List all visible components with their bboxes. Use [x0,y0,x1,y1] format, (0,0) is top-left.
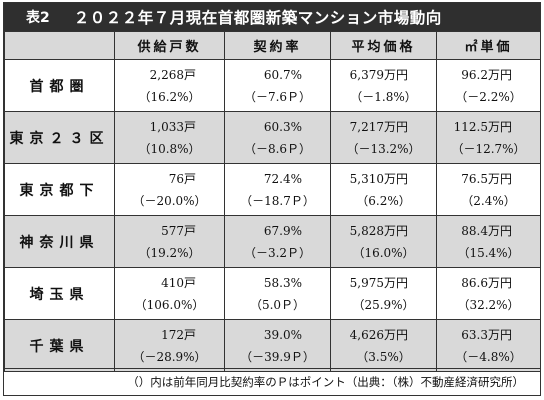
unit-price-value: 112.5万円 [453,119,512,134]
unit-price-change: （2.4%） [461,193,516,208]
supply-value: 172戸 [161,327,196,342]
header-unit-price: ㎡単価 [436,31,541,60]
unit-price-change: （－2.2%） [455,89,522,104]
rate-cell: 67.9% （－3.2Ｐ） [224,215,331,268]
unit-price-change: （－12.7%） [451,141,526,156]
price-cell: 7,217万円 （－13.2%） [330,111,437,164]
supply-change: （－20.0%） [132,193,207,208]
unit-price-value: 63.3万円 [461,327,512,342]
supply-change: （10.8%） [138,141,201,156]
price-cell: 5,828万円 （16.0%） [330,215,437,268]
header-average-price: 平均価格 [330,31,437,60]
supply-change: （19.2%） [138,245,201,260]
supply-value: 577戸 [161,223,196,238]
price-value: 7,217万円 [349,119,408,134]
price-cell: 6,379万円 （－1.8%） [330,59,437,112]
rate-change: （5.0Ｐ） [249,297,306,312]
unit-price-cell: 86.6万円 （32.2%） [436,267,541,320]
supply-cell: 577戸 （19.2%） [114,215,225,268]
unit-price-cell: 76.5万円 （2.4%） [436,163,541,216]
price-change: （3.5%） [356,349,411,364]
table-frame: 表2 ２０２２年７月現在首都圏新築マンション市場動向 供給戸数 契約率 平均価格… [3,2,541,396]
price-change: （25.9%） [352,297,415,312]
price-value: 5,310万円 [349,171,408,186]
unit-price-cell: 88.4万円 （15.4%） [436,215,541,268]
table-number: 表2 [26,10,50,26]
table-title: ２０２２年７月現在首都圏新築マンション市場動向 [73,9,442,27]
rate-change: （－39.9Ｐ） [240,349,315,364]
supply-value: 1,033戸 [149,119,196,134]
rate-cell: 72.4% （－18.7Ｐ） [224,163,331,216]
rate-value: 67.9% [263,223,302,238]
rate-value: 60.7% [263,67,302,82]
unit-price-change: （15.4%） [457,245,520,260]
rate-value: 60.3% [263,119,302,134]
price-value: 5,975万円 [349,275,408,290]
table-row: 首都圏 2,268戸 （16.2%） 60.7% （－7.6Ｐ） 6,379万円… [4,59,541,112]
table-footnote: （）内は前年同月比契約率のＰはポイント（出典：（株）不動産経済研究所） [4,368,540,395]
row-label: 首都圏 [4,59,115,112]
row-label: 埼玉県 [4,267,115,320]
price-value: 5,828万円 [349,223,408,238]
table-title-bar: 表2 ２０２２年７月現在首都圏新築マンション市場動向 [4,3,540,31]
supply-value: 76戸 [168,171,196,186]
supply-cell: 410戸 （106.0%） [114,267,225,320]
row-label: 東京都下 [4,163,115,216]
unit-price-value: 76.5万円 [461,171,512,186]
row-label: 東京２３区 [4,111,115,164]
rate-change: （－7.6Ｐ） [243,89,312,104]
table-row: 神奈川県 577戸 （19.2%） 67.9% （－3.2Ｐ） 5,828万円 … [4,215,541,268]
table-row: 千葉県 172戸 （－28.9%） 39.0% （－39.9Ｐ） 4,626万円… [4,319,541,372]
unit-price-cell: 63.3万円 （－4.8%） [436,319,541,372]
rate-value: 39.0% [263,327,302,342]
unit-price-value: 88.4万円 [461,223,512,238]
unit-price-cell: 96.2万円 （－2.2%） [436,59,541,112]
price-change: （－13.2%） [346,141,421,156]
price-change: （－1.8%） [350,89,417,104]
price-value: 6,379万円 [349,67,408,82]
header-row: 供給戸数 契約率 平均価格 ㎡単価 [4,31,541,60]
header-corner [4,31,115,60]
header-contract-rate: 契約率 [224,31,331,60]
rate-change: （－3.2Ｐ） [243,245,312,260]
unit-price-value: 86.6万円 [461,275,512,290]
table-row: 東京２３区 1,033戸 （10.8%） 60.3% （－8.6Ｐ） 7,217… [4,111,541,164]
rate-cell: 58.3% （5.0Ｐ） [224,267,331,320]
row-label: 神奈川県 [4,215,115,268]
price-change: （16.0%） [352,245,415,260]
rate-cell: 60.3% （－8.6Ｐ） [224,111,331,164]
table-row: 東京都下 76戸 （－20.0%） 72.4% （－18.7Ｐ） 5,310万円… [4,163,541,216]
supply-change: （106.0%） [134,297,205,312]
supply-cell: 172戸 （－28.9%） [114,319,225,372]
rate-cell: 60.7% （－7.6Ｐ） [224,59,331,112]
price-cell: 5,975万円 （25.9%） [330,267,437,320]
supply-value: 2,268戸 [149,67,196,82]
market-table: 供給戸数 契約率 平均価格 ㎡単価 首都圏 2,268戸 （16.2%） 60.… [4,31,541,372]
header-supply: 供給戸数 [114,31,225,60]
supply-value: 410戸 [161,275,196,290]
unit-price-change: （－4.8%） [455,349,522,364]
price-cell: 4,626万円 （3.5%） [330,319,437,372]
rate-value: 58.3% [263,275,302,290]
rate-cell: 39.0% （－39.9Ｐ） [224,319,331,372]
rate-change: （－18.7Ｐ） [240,193,315,208]
price-change: （6.2%） [356,193,411,208]
rate-value: 72.4% [263,171,302,186]
price-cell: 5,310万円 （6.2%） [330,163,437,216]
supply-change: （16.2%） [138,89,201,104]
supply-cell: 1,033戸 （10.8%） [114,111,225,164]
table-row: 埼玉県 410戸 （106.0%） 58.3% （5.0Ｐ） 5,975万円 （… [4,267,541,320]
price-value: 4,626万円 [349,327,408,342]
supply-change: （－28.9%） [132,349,207,364]
row-label: 千葉県 [4,319,115,372]
supply-cell: 2,268戸 （16.2%） [114,59,225,112]
rate-change: （－8.6Ｐ） [243,141,312,156]
unit-price-cell: 112.5万円 （－12.7%） [436,111,541,164]
unit-price-value: 96.2万円 [461,67,512,82]
unit-price-change: （32.2%） [457,297,520,312]
supply-cell: 76戸 （－20.0%） [114,163,225,216]
